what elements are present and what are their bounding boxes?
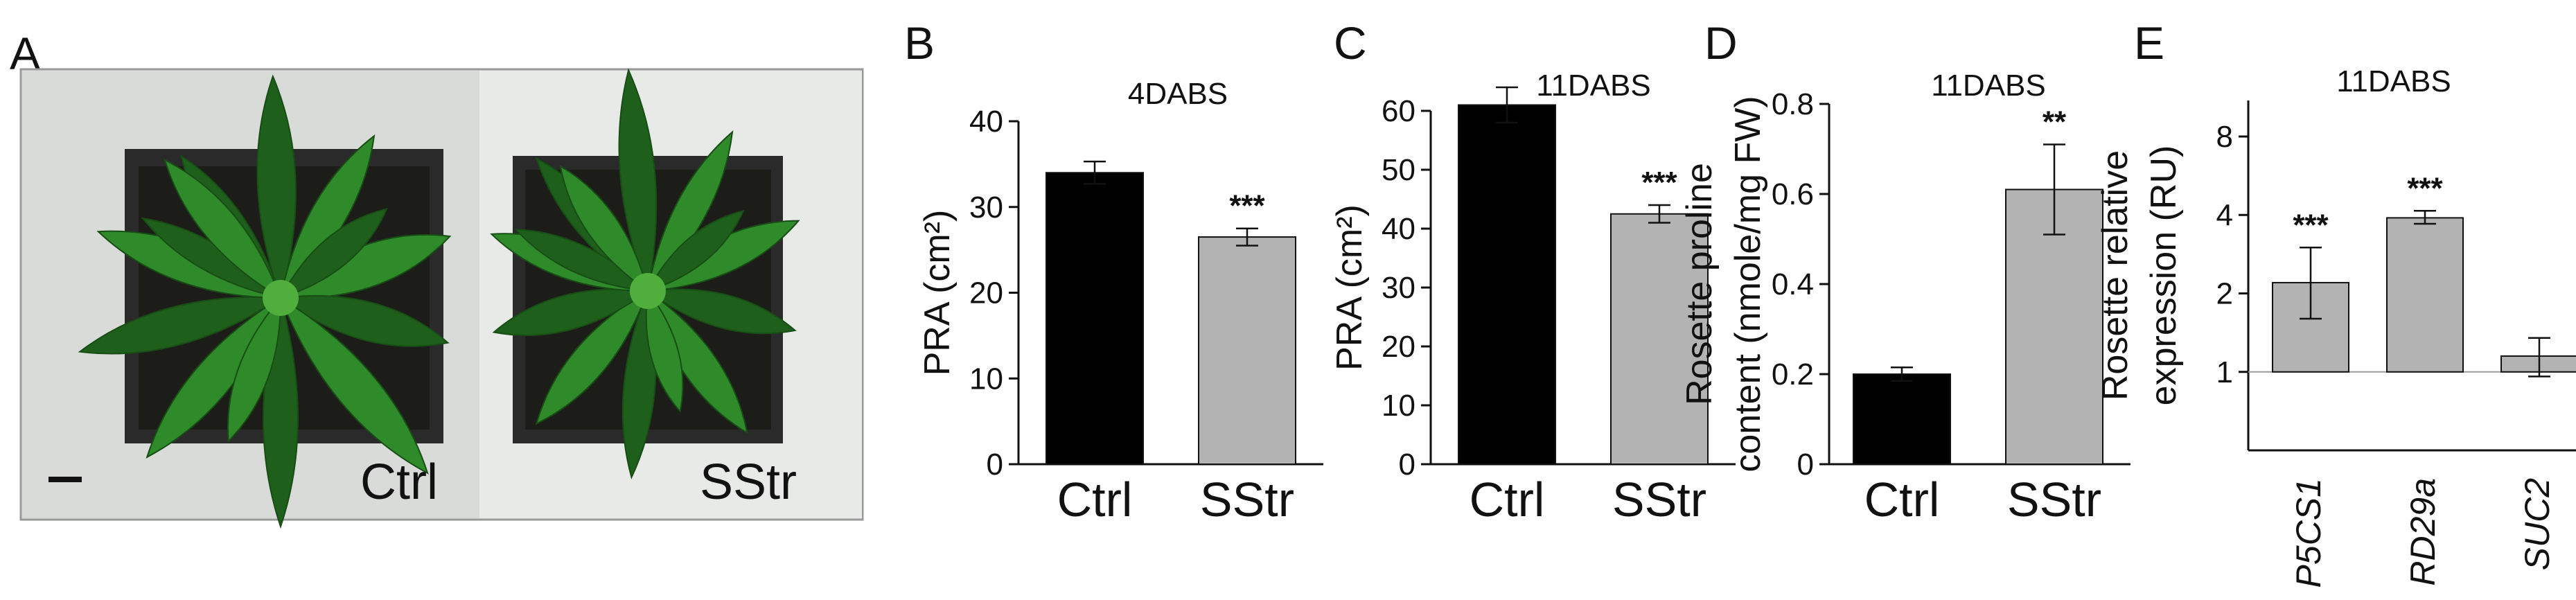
y-tick-label: 0.8 xyxy=(1772,87,1814,121)
photo-sstr: SStr xyxy=(479,68,862,518)
panel-a: A Ctrl SStr xyxy=(10,28,864,529)
y-tick-label: 30 xyxy=(1382,271,1415,305)
panel-letter: D xyxy=(1704,17,1738,69)
bar-sstr xyxy=(1198,236,1296,465)
rosette-center xyxy=(630,273,666,309)
bar-rd29a xyxy=(2386,217,2464,373)
leaf-11 xyxy=(559,164,649,293)
leaf-5 xyxy=(279,296,429,475)
y-axis-label: PRA (cm²) xyxy=(1330,204,1370,371)
significance-label: *** xyxy=(2407,171,2443,205)
panel-letter: C xyxy=(1334,17,1367,69)
y-tick-label: 0 xyxy=(1797,448,1814,482)
significance-label: *** xyxy=(1641,166,1677,200)
x-tick-label: SUC2 xyxy=(2518,478,2557,571)
y-tick-label: 20 xyxy=(969,276,1003,310)
leaf-4 xyxy=(279,294,450,347)
rosette-sstr xyxy=(490,68,800,479)
rosette-center xyxy=(263,280,299,316)
y-axis-label: PRA (cm²) xyxy=(917,210,958,376)
y-tick-label: 30 xyxy=(969,191,1003,224)
y-tick-label: 4 xyxy=(2216,198,2233,232)
y-tick-label: 50 xyxy=(1382,153,1415,187)
x-tick-label: SStr xyxy=(1612,473,1706,527)
scale-bar xyxy=(48,477,82,482)
leaf-4 xyxy=(646,288,797,335)
significance-label: *** xyxy=(1229,189,1265,223)
x-tick-label: Ctrl xyxy=(1864,473,1940,527)
photo-ctrl: Ctrl xyxy=(22,71,479,529)
y-tick-label: 20 xyxy=(1382,330,1415,364)
leaf-12 xyxy=(279,208,388,299)
bar-ctrl xyxy=(1046,172,1144,465)
y-tick-label: 1 xyxy=(2216,355,2233,389)
leaf-8 xyxy=(78,296,283,355)
y-tick-label: 60 xyxy=(1382,94,1415,128)
chart-title: 11DABS xyxy=(1931,69,2046,103)
leaf-0 xyxy=(256,74,297,301)
x-tick-label: P5CS1 xyxy=(2289,478,2328,588)
leaf-8 xyxy=(492,288,650,336)
y-tick-label: 0 xyxy=(1399,448,1415,482)
y-tick-label: 10 xyxy=(969,362,1003,396)
bar-ctrl xyxy=(1458,104,1556,465)
x-tick-label: SStr xyxy=(1200,473,1294,527)
y-axis-label-2: content (nmole/mg FW) xyxy=(1728,96,1768,472)
leaf-0 xyxy=(618,68,658,294)
y-tick-label: 2 xyxy=(2216,277,2233,311)
chart-panel-e: E 11DABS 1 2 4 8 Rosette relative expression (R… xyxy=(2095,17,2576,588)
y-tick-label: 0.2 xyxy=(1772,358,1814,391)
y-tick-label: 40 xyxy=(969,105,1003,139)
bar-sstr xyxy=(1610,213,1709,465)
y-tick-label: 0 xyxy=(987,448,1003,482)
y-tick-label: 8 xyxy=(2216,120,2233,154)
chart-title: 4DABS xyxy=(1128,77,1228,111)
photo-label-ctrl: Ctrl xyxy=(360,455,438,510)
y-axis-label: Rosette relative xyxy=(2095,150,2135,400)
y-tick-label: 0.6 xyxy=(1772,177,1814,211)
photo-label-sstr: SStr xyxy=(700,455,797,510)
leaf-7 xyxy=(535,289,649,425)
leaf-13 xyxy=(645,289,684,414)
leaf-12 xyxy=(646,209,745,292)
y-tick-label: 40 xyxy=(1382,212,1415,246)
chart-title: 11DABS xyxy=(2336,64,2451,98)
panel-letter: B xyxy=(904,17,935,69)
x-tick-label: Ctrl xyxy=(1470,473,1545,527)
bar-ctrl xyxy=(1853,373,1951,465)
y-tick-label: 10 xyxy=(1382,389,1415,423)
y-tick-label: 0.4 xyxy=(1772,267,1814,301)
leaf-11 xyxy=(164,158,282,300)
rosette-ctrl xyxy=(78,74,452,529)
chart-title: 11DABS xyxy=(1536,69,1651,103)
leaf-13 xyxy=(227,296,282,443)
y-axis-label-2: expression (RU) xyxy=(2144,145,2184,406)
chart-panel-b: B 4DABS 0 10 20 30 40 PRA (cm²) Ctrl *** SStr xyxy=(904,17,1323,527)
x-tick-label: Ctrl xyxy=(1057,473,1133,527)
significance-label: *** xyxy=(2293,208,2329,242)
x-tick-label: RD29a xyxy=(2403,478,2442,586)
significance-label: ** xyxy=(2043,105,2067,139)
panel-letter: E xyxy=(2134,17,2164,69)
y-axis-label: Rosette proline xyxy=(1679,163,1720,405)
chart-panel-c: C 11DABS 0 10 20 30 40 50 60 PRA (cm²) Ctrl *** SStr xyxy=(1330,17,1736,527)
chart-panel-d: D 11DABS 0 0.2 0.4 0.6 0.8 Rosette proline conte… xyxy=(1679,17,2131,527)
x-tick-label: SStr xyxy=(2007,473,2101,527)
leaf-10 xyxy=(514,229,650,292)
